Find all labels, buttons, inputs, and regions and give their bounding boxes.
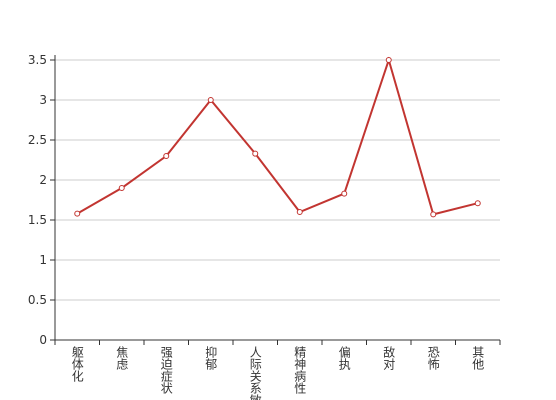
x-tick-label: 偏执 xyxy=(337,345,351,371)
point xyxy=(385,57,392,63)
point xyxy=(296,209,303,215)
y-tick-label: 1.5 xyxy=(28,213,47,227)
point xyxy=(341,190,348,197)
y-tick-label: 2 xyxy=(39,173,47,187)
line xyxy=(76,56,478,216)
x-tick-label: 其他 xyxy=(471,346,485,370)
point xyxy=(207,97,214,103)
x-tick-label: 人际关系敏感 xyxy=(248,346,262,400)
x-tick-label: 精神病性 xyxy=(293,346,307,395)
y-tick-label: 3.5 xyxy=(28,53,47,67)
y-tick-label: 2.5 xyxy=(28,133,47,147)
point xyxy=(163,153,170,159)
x-tick-label: 强迫症状 xyxy=(159,346,173,394)
point xyxy=(74,210,81,217)
x-tick-label: 恐怖 xyxy=(426,346,440,370)
x-tick-label: 躯体化 xyxy=(70,345,84,383)
y-tick-label: 1 xyxy=(39,253,47,267)
y-tick-label: 3 xyxy=(39,93,47,107)
point xyxy=(474,200,481,207)
x-tick-label: 抑郁 xyxy=(204,345,218,371)
point xyxy=(430,211,437,218)
y-tick-label: 0 xyxy=(39,333,47,347)
x-tick-label: 敌对 xyxy=(382,345,396,370)
point xyxy=(118,185,125,191)
y-tick-label: 0.5 xyxy=(28,293,47,307)
point xyxy=(252,150,259,157)
x-tick-label: 焦虑 xyxy=(115,346,129,370)
